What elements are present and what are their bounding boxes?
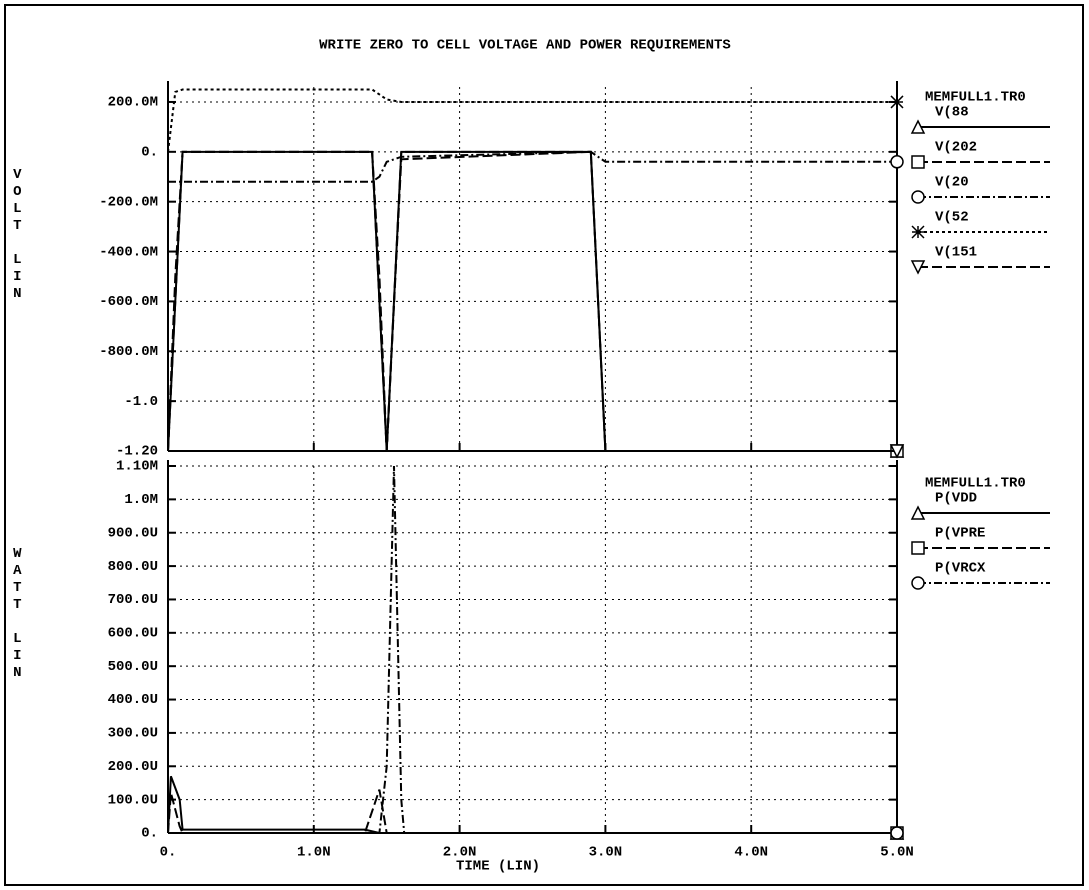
y-tick-label: -200.0M bbox=[99, 194, 158, 210]
series-line bbox=[168, 150, 897, 183]
series-line bbox=[168, 465, 897, 834]
y-tick-label: 400.0U bbox=[108, 692, 158, 708]
y-tick-label: 100.0U bbox=[108, 792, 158, 808]
x-tick-label: 0. bbox=[160, 845, 177, 861]
legend-label: V(202 bbox=[935, 140, 977, 156]
y-tick-label: 200.0M bbox=[108, 95, 158, 111]
y-tick-label: -400.0M bbox=[99, 244, 158, 260]
legend-label: P(VDD bbox=[935, 491, 977, 507]
marker bbox=[910, 119, 926, 134]
y-axis-label: WATT LIN bbox=[9, 546, 25, 682]
y-tick-label: -1.20 bbox=[116, 444, 158, 460]
marker bbox=[890, 95, 904, 109]
marker bbox=[911, 541, 925, 555]
legend-label: V(151 bbox=[935, 245, 977, 261]
y-tick-label: 1.0M bbox=[124, 492, 158, 508]
y-tick-label: 1.10M bbox=[116, 459, 158, 475]
marker bbox=[889, 444, 905, 459]
marker bbox=[911, 155, 925, 169]
y-tick-label: 0. bbox=[141, 826, 158, 842]
x-tick-label: 3.0N bbox=[589, 845, 623, 861]
series-line bbox=[167, 775, 897, 834]
chart-title: WRITE ZERO TO CELL VOLTAGE AND POWER REQ… bbox=[319, 38, 731, 54]
legend-label: V(52 bbox=[935, 210, 969, 226]
y-tick-label: -600.0M bbox=[99, 294, 158, 310]
marker bbox=[910, 260, 926, 275]
series-line bbox=[167, 88, 897, 152]
series-line bbox=[167, 789, 897, 834]
x-tick-label: 1.0N bbox=[297, 845, 331, 861]
y-tick-label: 700.0U bbox=[108, 592, 158, 608]
legend-title: MEMFULL1.TR0 bbox=[925, 476, 1026, 492]
y-tick-label: 500.0U bbox=[108, 659, 158, 675]
x-tick-label: 4.0N bbox=[734, 845, 768, 861]
y-tick-label: 600.0U bbox=[108, 626, 158, 642]
x-tick-label: 2.0N bbox=[443, 845, 477, 861]
marker bbox=[911, 225, 925, 239]
marker bbox=[911, 576, 925, 590]
marker bbox=[890, 826, 904, 840]
y-tick-label: 900.0U bbox=[108, 525, 158, 541]
series-line bbox=[167, 150, 897, 452]
x-axis-label: TIME (LIN) bbox=[456, 859, 540, 875]
legend-label: P(VRCX bbox=[935, 561, 986, 577]
legend-title: MEMFULL1.TR0 bbox=[925, 90, 1026, 106]
legend-label: V(20 bbox=[935, 175, 969, 191]
marker bbox=[911, 190, 925, 204]
y-tick-label: 800.0U bbox=[108, 559, 158, 575]
y-tick-label: 300.0U bbox=[108, 726, 158, 742]
marker bbox=[890, 155, 904, 169]
y-tick-label: 0. bbox=[141, 145, 158, 161]
y-tick-label: 200.0U bbox=[108, 759, 158, 775]
frame bbox=[4, 4, 1084, 886]
legend-label: V(88 bbox=[935, 105, 969, 121]
y-tick-label: -800.0M bbox=[99, 344, 158, 360]
legend-label: P(VPRE bbox=[935, 526, 985, 542]
x-tick-label: 5.0N bbox=[880, 845, 914, 861]
y-axis-label: VOLT LIN bbox=[9, 167, 25, 303]
marker bbox=[910, 505, 926, 520]
y-tick-label: -1.0 bbox=[124, 394, 158, 410]
